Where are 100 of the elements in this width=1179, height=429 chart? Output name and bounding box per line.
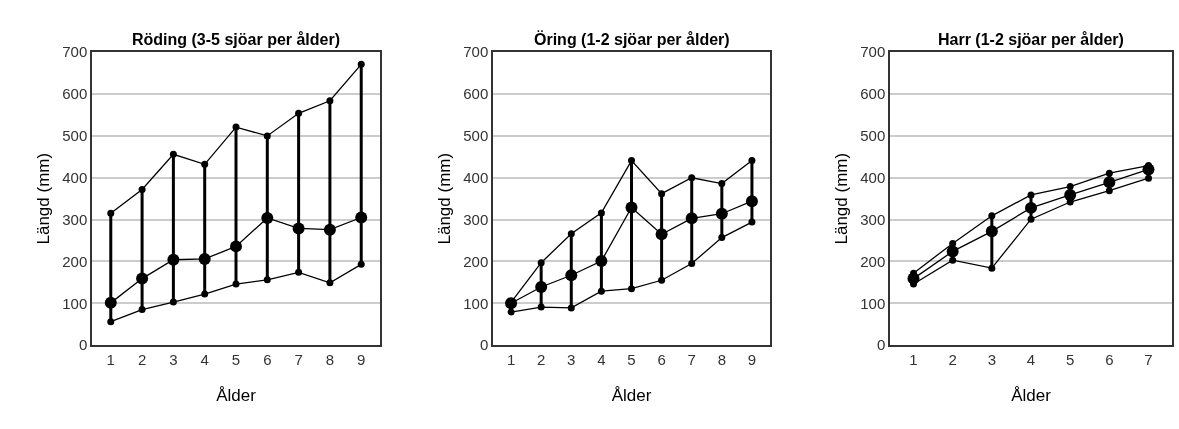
point xyxy=(628,157,635,165)
point xyxy=(537,259,545,267)
point xyxy=(718,180,726,188)
x-tick-label: 7 xyxy=(1144,350,1153,368)
y-tick-label: 100 xyxy=(463,294,489,312)
point xyxy=(946,245,959,258)
point xyxy=(107,209,115,217)
y-tick-label: 200 xyxy=(62,252,88,270)
chart-title: Harr (1-2 sjöar per ålder) xyxy=(938,31,1124,48)
point xyxy=(323,223,336,236)
point xyxy=(748,157,756,165)
point xyxy=(326,97,334,105)
y-tick-label: 300 xyxy=(860,210,886,228)
y-tick-label: 400 xyxy=(62,169,88,186)
point xyxy=(107,318,115,326)
y-tick-label: 0 xyxy=(78,336,88,354)
point xyxy=(595,255,608,268)
x-tick-label: 4 xyxy=(200,350,209,368)
x-tick-label: 6 xyxy=(657,350,666,368)
point xyxy=(988,212,996,220)
point xyxy=(715,207,728,220)
point xyxy=(597,287,605,295)
point xyxy=(232,280,240,288)
x-tick-label: 8 xyxy=(717,350,726,368)
x-tick-label: 1 xyxy=(106,350,115,368)
x-tick-label: 4 xyxy=(1026,350,1036,368)
x-tick-label: 2 xyxy=(537,350,546,368)
y-tick-label: 700 xyxy=(860,43,886,61)
y-axis-title: Längd (mm) xyxy=(34,152,54,245)
x-tick-label: 9 xyxy=(357,350,366,368)
point xyxy=(537,303,545,311)
x-tick-label: 5 xyxy=(231,350,241,368)
y-tick-label: 600 xyxy=(860,85,886,103)
y-tick-label: 200 xyxy=(860,252,886,270)
point xyxy=(985,225,998,238)
x-tick-label: 2 xyxy=(137,350,147,368)
x-axis-title: Ålder xyxy=(611,385,652,405)
y-tick-label: 500 xyxy=(860,127,886,145)
point xyxy=(688,260,696,268)
point xyxy=(104,296,117,309)
point xyxy=(261,211,274,224)
y-tick-label: 600 xyxy=(463,85,489,103)
point xyxy=(201,290,209,298)
point xyxy=(138,185,146,193)
point xyxy=(138,306,146,314)
x-tick-label: 7 xyxy=(687,350,696,368)
y-axis-title: Längd (mm) xyxy=(832,152,852,245)
point xyxy=(292,222,305,235)
y-tick-label: 400 xyxy=(860,169,886,186)
x-axis-title: Ålder xyxy=(1011,385,1052,405)
y-tick-label: 500 xyxy=(62,127,88,145)
point xyxy=(685,212,698,225)
y-tick-label: 200 xyxy=(463,252,489,270)
y-tick-label: 100 xyxy=(62,294,88,312)
point xyxy=(357,60,365,68)
x-tick-label: 5 xyxy=(627,350,636,368)
x-axis-title: Ålder xyxy=(216,385,257,405)
point xyxy=(167,253,180,266)
y-axis-title: Längd (mm) xyxy=(435,152,455,245)
y-tick-label: 600 xyxy=(62,85,88,103)
x-tick-label: 3 xyxy=(987,350,996,368)
y-tick-label: 700 xyxy=(62,43,88,61)
point xyxy=(567,304,575,312)
x-tick-label: 1 xyxy=(909,350,918,368)
point xyxy=(136,272,149,285)
x-tick-label: 6 xyxy=(263,350,272,368)
point xyxy=(655,228,668,241)
x-tick-label: 5 xyxy=(1066,350,1075,368)
point xyxy=(507,308,515,316)
point xyxy=(295,109,303,117)
point xyxy=(1105,187,1113,195)
x-tick-label: 2 xyxy=(948,350,957,368)
point xyxy=(232,123,240,131)
point xyxy=(230,240,242,253)
point xyxy=(658,190,666,198)
point xyxy=(565,269,578,282)
point xyxy=(201,160,209,168)
point xyxy=(355,211,368,224)
point xyxy=(169,298,177,306)
y-tick-label: 400 xyxy=(463,169,489,186)
x-tick-label: 6 xyxy=(1105,350,1114,368)
y-tick-label: 100 xyxy=(860,294,886,312)
y-tick-label: 0 xyxy=(876,336,886,354)
x-tick-label: 9 xyxy=(747,350,757,368)
point xyxy=(597,209,605,217)
point xyxy=(718,234,726,242)
point xyxy=(1145,174,1152,182)
chart-title: Röding (3-5 sjöar per ålder) xyxy=(132,31,341,48)
x-tick-label: 1 xyxy=(506,350,516,368)
point xyxy=(628,285,635,293)
point xyxy=(625,201,638,214)
y-tick-label: 500 xyxy=(463,127,489,145)
point xyxy=(748,218,756,226)
point xyxy=(949,239,957,247)
x-tick-label: 8 xyxy=(325,350,335,368)
point xyxy=(567,230,575,238)
point xyxy=(1027,191,1035,199)
x-tick-label: 3 xyxy=(567,350,576,368)
point xyxy=(263,276,271,284)
y-tick-label: 700 xyxy=(463,43,489,61)
